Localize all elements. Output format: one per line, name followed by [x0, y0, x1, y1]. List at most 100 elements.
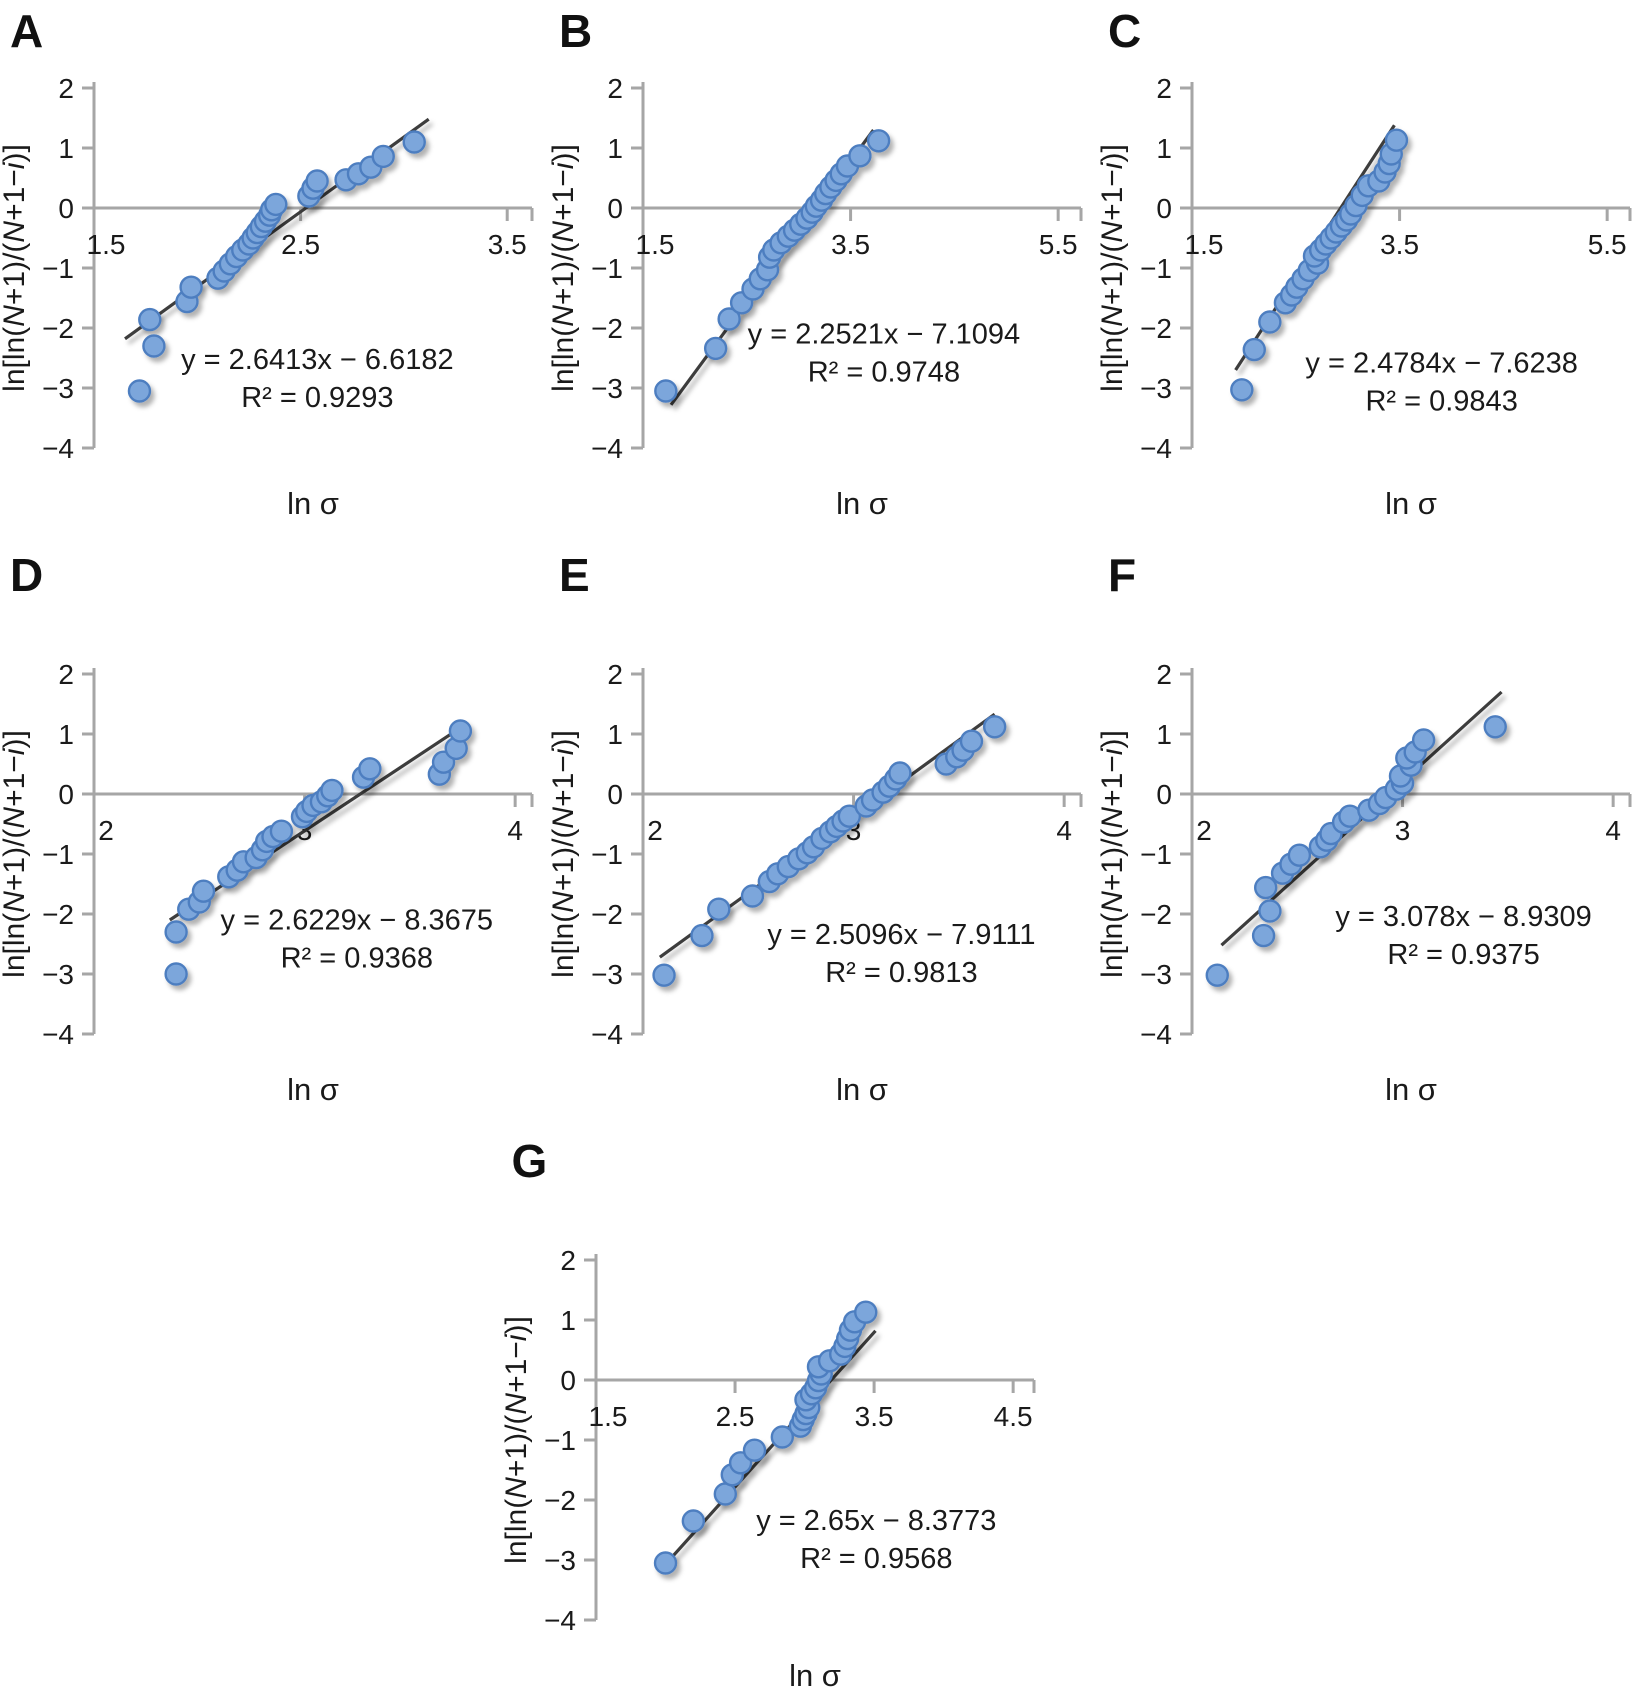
data-point [1242, 337, 1266, 362]
data-point [959, 729, 984, 753]
x-tick-label: 1.5 [636, 229, 675, 260]
x-axis-label: ln σ [836, 486, 888, 521]
x-tick-label: 5.5 [1039, 229, 1078, 260]
y-tick-label: 2 [560, 1245, 576, 1276]
y-tick-labels: 2 1 0 −1 −2 −3 −4 [1140, 659, 1172, 1050]
x-axis-label: ln σ [1385, 486, 1437, 521]
data-point [1411, 728, 1436, 752]
data-point [358, 757, 382, 781]
data-point [371, 144, 395, 169]
panel-label: G [511, 1135, 548, 1187]
equation-label: y = 2.5096x − 7.9111 [767, 919, 1035, 951]
y-axis-label: ln[ln(N+1)/(N+1−i)] [502, 1316, 533, 1564]
y-tick-label: 1 [607, 133, 623, 164]
y-tick-label: −3 [544, 1545, 576, 1576]
r-squared-label: R² = 0.9843 [1365, 385, 1517, 417]
y-axis-label: ln[ln(N+1)/(N+1−i)] [1098, 730, 1129, 978]
data-point [164, 920, 188, 944]
data-point [142, 334, 166, 358]
y-tick-label: −4 [591, 1019, 623, 1050]
equation-label: y = 2.2521x − 7.1094 [748, 319, 1021, 351]
data-point [191, 879, 216, 903]
trendline [168, 727, 460, 922]
x-tick-label: 4 [1605, 815, 1621, 846]
panel-label: E [559, 549, 590, 601]
scatter-chart: 2 1 0 −1 −2 −3 −4 2 3 4 y = 3.078x − 8.9309 R² = 0.… [1098, 659, 1632, 1107]
data-point [681, 1509, 705, 1533]
x-tick-label: 4.5 [993, 1401, 1032, 1432]
y-tick-label: 0 [58, 779, 74, 810]
x-tick-label: 1.5 [87, 229, 126, 260]
y-tick-label: −1 [42, 253, 74, 284]
x-axis-label: ln σ [789, 1658, 841, 1687]
x-tick-label: 3.5 [1380, 229, 1419, 260]
x-tick-label: 3.5 [488, 229, 527, 260]
y-axis-label: ln[ln(N+1)/(N+1−i)] [549, 144, 580, 392]
equation-label: y = 3.078x − 8.9309 [1335, 901, 1591, 933]
equation-label: y = 2.65x − 8.3773 [756, 1505, 996, 1537]
y-tick-label: 2 [1156, 659, 1172, 690]
x-axis-label: ln σ [287, 1072, 339, 1107]
y-tick-labels: 2 1 0 −1 −2 −3 −4 [591, 73, 623, 464]
y-tick-label: −2 [42, 899, 74, 930]
data-point [713, 1482, 737, 1506]
x-axis [1192, 206, 1632, 221]
data-point [320, 778, 344, 803]
data-point [707, 897, 731, 921]
scatter-chart: 2 1 0 −1 −2 −3 −4 1.5 2.5 3.5 y = 2.6413x − 6.6182… [0, 73, 534, 521]
y-tick-label: −1 [591, 253, 623, 284]
data-point [982, 715, 1007, 739]
y-tick-label: −4 [42, 433, 74, 464]
data-point [1251, 923, 1276, 948]
y-tick-label: −3 [42, 959, 74, 990]
figure-row-3: G 2 1 0 −1 −2 −3 −4 1.5 2.5 3.5 4.5 y = 2.65x − 8.3… [0, 1124, 1600, 1687]
y-tick-label: 0 [58, 193, 74, 224]
data-point [1230, 378, 1254, 402]
x-tick-label: 2.5 [281, 229, 320, 260]
data-point [690, 923, 714, 948]
r-squared-label: R² = 0.9813 [825, 957, 977, 989]
x-axis [643, 206, 1083, 221]
y-axis-label: ln[ln(N+1)/(N+1−i)] [549, 730, 580, 978]
data-point [1384, 128, 1409, 152]
scatter-chart: 2 1 0 −1 −2 −3 −4 2 3 4 y = 2.5096x − 7.9111 R² = 0… [549, 659, 1083, 1107]
data-point [837, 804, 862, 828]
y-tick-label: −3 [1140, 373, 1172, 404]
x-axis [643, 792, 1083, 807]
y-tick-label: −4 [544, 1605, 576, 1636]
x-tick-labels: 1.5 2.5 3.5 4.5 [588, 1401, 1032, 1432]
data-point [448, 719, 473, 743]
panel-label: A [10, 5, 44, 57]
y-tick-label: 0 [1156, 779, 1172, 810]
data-point [770, 1425, 794, 1449]
data-point [1205, 963, 1229, 987]
data-point [740, 884, 765, 908]
y-tick-label: 2 [58, 73, 74, 104]
y-tick-labels: 2 1 0 −1 −2 −3 −4 [544, 1245, 576, 1636]
y-tick-label: 1 [1156, 133, 1172, 164]
y-tick-label: 1 [1156, 719, 1172, 750]
scatter-chart: 2 1 0 −1 −2 −3 −4 1.5 3.5 5.5 y = 2.2521x − 7.1094… [549, 73, 1083, 521]
y-tick-label: −2 [1140, 899, 1172, 930]
equation-label: y = 2.6413x − 6.6182 [181, 344, 454, 376]
data-point [652, 963, 676, 987]
equation-label: y = 2.4784x − 7.6238 [1305, 347, 1578, 379]
y-tick-label: 2 [1156, 73, 1172, 104]
y-tick-label: 0 [1156, 193, 1172, 224]
x-tick-labels: 1.5 2.5 3.5 [87, 229, 527, 260]
r-squared-label: R² = 0.9568 [800, 1543, 952, 1575]
data-point [717, 307, 741, 331]
y-axis-label: ln[ln(N+1)/(N+1−i)] [1098, 144, 1129, 392]
x-tick-label: 2 [1196, 815, 1212, 846]
data-point [848, 144, 872, 168]
x-tick-label: 1.5 [588, 1401, 627, 1432]
data-point [703, 336, 728, 361]
y-tick-label: −1 [1140, 253, 1172, 284]
data-point [305, 169, 329, 193]
figure-row-1: A 2 1 0 −1 −2 −3 −4 1.5 2.5 3.5 y = 2.6413x − 6.61… [0, 0, 1648, 528]
y-tick-label: −2 [42, 313, 74, 344]
panel-c: C 2 1 0 −1 −2 −3 −4 1.5 3.5 5.5 y = 2.4784x − 7.62… [1098, 0, 1647, 528]
y-axis-label: ln[ln(N+1)/(N+1−i)] [0, 730, 31, 978]
data-point [1254, 875, 1278, 900]
